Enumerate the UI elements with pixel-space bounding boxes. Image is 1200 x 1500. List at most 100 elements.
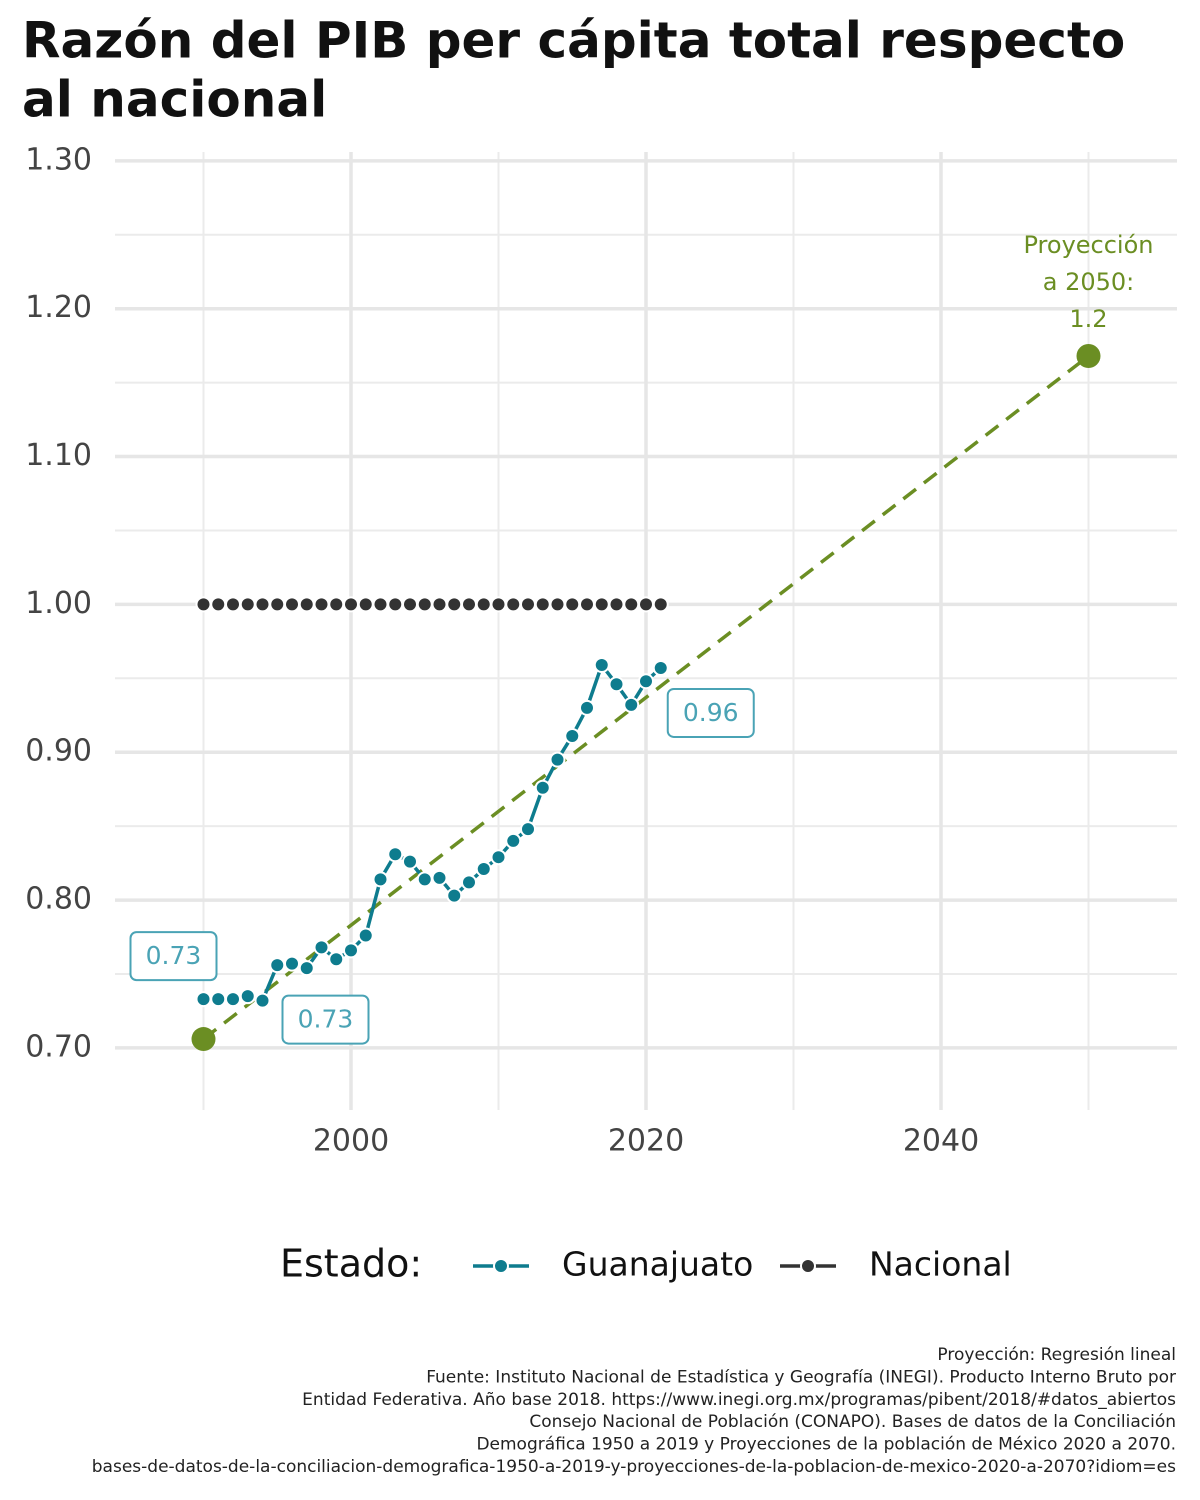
data-point	[652, 659, 669, 676]
y-tick-label: 1.00	[25, 586, 92, 621]
projection-point	[191, 1027, 216, 1052]
data-point	[475, 596, 492, 613]
data-point	[490, 849, 507, 866]
caption: Fuente: Instituto Nacional de Estadístic…	[426, 1367, 1176, 1387]
y-tick-label: 0.70	[25, 1029, 92, 1064]
data-point	[298, 960, 315, 977]
data-point	[284, 955, 300, 972]
data-point	[505, 832, 522, 849]
data-point	[608, 596, 625, 613]
data-point	[520, 596, 536, 613]
data-point	[446, 596, 463, 613]
data-point	[210, 991, 227, 1008]
data-point	[593, 596, 610, 613]
data-point	[239, 988, 256, 1005]
data-point	[549, 751, 566, 768]
projection-annotation: a 2050:	[1043, 268, 1135, 296]
legend-swatch	[493, 1258, 509, 1274]
data-point	[638, 596, 654, 613]
data-point	[416, 871, 433, 888]
data-point	[623, 696, 640, 713]
caption: Consejo Nacional de Población (CONAPO). …	[529, 1412, 1176, 1432]
data-point	[343, 596, 359, 613]
annotation-label: 0.73	[146, 941, 202, 970]
data-point	[534, 779, 551, 796]
data-point	[254, 992, 271, 1009]
data-point	[593, 657, 610, 674]
annotation-label: 0.96	[683, 698, 739, 727]
data-point	[269, 596, 286, 613]
data-point	[475, 861, 492, 878]
y-tick-label: 1.30	[25, 142, 92, 177]
data-point	[549, 596, 566, 613]
data-point	[402, 596, 418, 613]
data-point	[623, 596, 640, 613]
data-point	[225, 991, 241, 1008]
data-point	[357, 927, 374, 944]
caption: Entidad Federativa. Año base 2018. https…	[302, 1390, 1176, 1410]
data-point	[402, 853, 418, 870]
data-point	[652, 596, 669, 613]
caption: Proyección: Regresión lineal	[937, 1345, 1176, 1365]
legend-label: Nacional	[869, 1245, 1012, 1284]
data-point	[564, 596, 581, 613]
data-point	[638, 673, 654, 690]
data-point	[225, 596, 241, 613]
data-point	[387, 596, 404, 613]
data-point	[431, 596, 448, 613]
caption: Demográfica 1950 a 2019 y Proyecciones d…	[476, 1435, 1176, 1455]
data-point	[210, 596, 227, 613]
data-point	[564, 727, 581, 744]
x-tick-label: 2040	[903, 1124, 979, 1159]
data-point	[431, 869, 448, 886]
data-point	[372, 596, 389, 613]
data-point	[195, 596, 212, 613]
data-point	[490, 596, 507, 613]
data-point	[357, 596, 374, 613]
y-tick-label: 0.90	[25, 734, 92, 769]
chart-title: Razón del PIB per cápita total respecto	[22, 12, 1125, 70]
data-point	[534, 596, 551, 613]
data-point	[461, 874, 477, 891]
data-point	[284, 596, 300, 613]
legend-swatch	[800, 1258, 816, 1274]
legend-label: Guanajuato	[562, 1245, 753, 1284]
data-point	[372, 871, 389, 888]
data-point	[328, 951, 345, 968]
data-point	[195, 991, 212, 1008]
data-point	[313, 939, 330, 956]
y-tick-label: 1.10	[25, 438, 92, 473]
label-box	[129, 931, 218, 982]
projection-line	[202, 354, 1090, 1041]
data-point	[254, 596, 271, 613]
data-point	[269, 957, 286, 974]
data-point	[505, 596, 522, 613]
data-point	[608, 676, 625, 693]
data-point	[446, 887, 463, 904]
data-point	[416, 596, 433, 613]
data-point	[313, 596, 330, 613]
projection-annotation: Proyección	[1024, 231, 1154, 259]
data-point	[343, 942, 359, 959]
data-point	[579, 699, 595, 716]
x-tick-label: 2020	[608, 1124, 684, 1159]
caption: bases-de-datos-de-la-conciliacion-demogr…	[92, 1457, 1176, 1477]
data-point	[298, 596, 315, 613]
data-point	[461, 596, 477, 613]
y-tick-label: 1.20	[25, 290, 92, 325]
data-point	[387, 846, 404, 863]
data-point	[239, 596, 256, 613]
projection-point	[1076, 344, 1101, 369]
y-tick-label: 0.80	[25, 882, 92, 917]
label-box	[666, 687, 755, 738]
label-box	[281, 994, 370, 1045]
chart-title: al nacional	[22, 71, 327, 129]
annotation-label: 0.73	[298, 1005, 354, 1034]
data-point	[328, 596, 345, 613]
series-line	[203, 661, 662, 1003]
data-point	[579, 596, 595, 613]
x-tick-label: 2000	[313, 1124, 389, 1159]
data-point	[520, 821, 536, 838]
projection-annotation: 1.2	[1069, 305, 1107, 333]
